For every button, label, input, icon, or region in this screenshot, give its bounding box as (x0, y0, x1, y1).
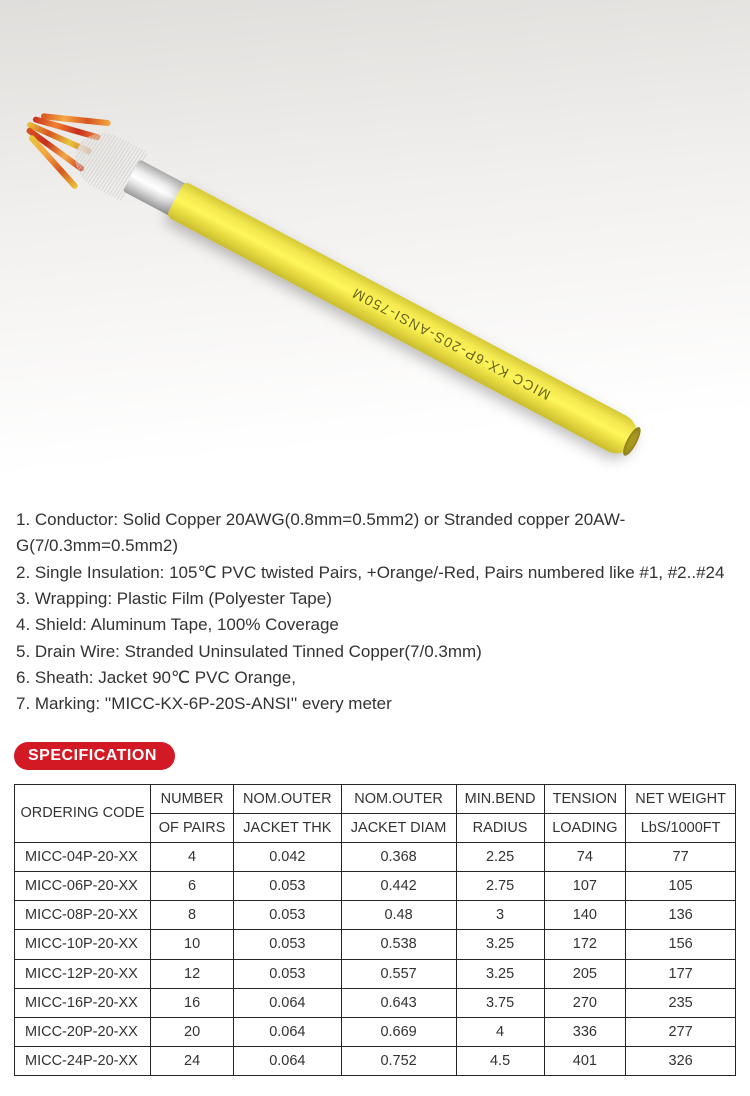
specification-table: ORDERING CODE NUMBER NOM.OUTER NOM.OUTER… (14, 784, 736, 1076)
cell-code: MICC-10P-20-XX (15, 930, 151, 959)
desc-line: 2. Single Insulation: 105℃ PVC twisted P… (16, 560, 734, 586)
desc-line: 4. Shield: Aluminum Tape, 100% Coverage (16, 612, 734, 638)
cell-thk: 0.053 (234, 901, 341, 930)
table-row: MICC-16P-20-XX160.0640.6433.75270235 (15, 988, 736, 1017)
cell-diam: 0.643 (341, 988, 456, 1017)
cell-tension: 74 (544, 843, 626, 872)
cell-bend: 3.25 (456, 959, 544, 988)
cell-thk: 0.053 (234, 930, 341, 959)
cell-diam: 0.752 (341, 1046, 456, 1075)
col-weight-bot: LbS/1000FT (626, 813, 736, 842)
cell-code: MICC-12P-20-XX (15, 959, 151, 988)
col-pairs-bot: OF PAIRS (151, 813, 234, 842)
cell-weight: 136 (626, 901, 736, 930)
col-pairs-top: NUMBER (151, 784, 234, 813)
cable-marking-text: MICC KX-6P-20S-ANSI-750M (349, 285, 553, 404)
col-bend-bot: RADIUS (456, 813, 544, 842)
cell-weight: 77 (626, 843, 736, 872)
cell-pairs: 12 (151, 959, 234, 988)
cell-thk: 0.064 (234, 1017, 341, 1046)
cable-end (620, 425, 644, 458)
cell-tension: 270 (544, 988, 626, 1017)
cell-bend: 2.75 (456, 872, 544, 901)
specification-badge: SPECIFICATION (14, 742, 175, 770)
cell-weight: 326 (626, 1046, 736, 1075)
cell-bend: 4.5 (456, 1046, 544, 1075)
cell-pairs: 4 (151, 843, 234, 872)
col-tension-bot: LOADING (544, 813, 626, 842)
cell-diam: 0.669 (341, 1017, 456, 1046)
col-weight-top: NET WEIGHT (626, 784, 736, 813)
cell-thk: 0.064 (234, 1046, 341, 1075)
pvc-sheath: MICC KX-6P-20S-ANSI-750M (166, 181, 644, 460)
cell-thk: 0.064 (234, 988, 341, 1017)
cell-pairs: 16 (151, 988, 234, 1017)
cell-pairs: 6 (151, 872, 234, 901)
cell-code: MICC-06P-20-XX (15, 872, 151, 901)
cell-code: MICC-08P-20-XX (15, 901, 151, 930)
cell-tension: 140 (544, 901, 626, 930)
table-row: MICC-04P-20-XX40.0420.3682.257477 (15, 843, 736, 872)
cell-bend: 3.75 (456, 988, 544, 1017)
desc-line: 1. Conductor: Solid Copper 20AWG(0.8mm=0… (16, 507, 734, 533)
desc-line: 5. Drain Wire: Stranded Uninsulated Tinn… (16, 639, 734, 665)
desc-line: 6. Sheath: Jacket 90℃ PVC Orange, (16, 665, 734, 691)
cell-bend: 3.25 (456, 930, 544, 959)
description-list: 1. Conductor: Solid Copper 20AWG(0.8mm=0… (0, 495, 750, 736)
table-row: MICC-24P-20-XX240.0640.7524.5401326 (15, 1046, 736, 1075)
cell-weight: 177 (626, 959, 736, 988)
col-diam-top: NOM.OUTER (341, 784, 456, 813)
desc-line: G(7/0.3mm=0.5mm2) (16, 533, 734, 559)
cell-bend: 3 (456, 901, 544, 930)
cell-pairs: 10 (151, 930, 234, 959)
cell-tension: 205 (544, 959, 626, 988)
cell-tension: 107 (544, 872, 626, 901)
cell-code: MICC-04P-20-XX (15, 843, 151, 872)
cell-weight: 235 (626, 988, 736, 1017)
product-photo: MICC KX-6P-20S-ANSI-750M (0, 0, 750, 495)
cell-thk: 0.053 (234, 872, 341, 901)
cell-code: MICC-24P-20-XX (15, 1046, 151, 1075)
cell-pairs: 24 (151, 1046, 234, 1075)
col-thk-top: NOM.OUTER (234, 784, 341, 813)
cell-tension: 172 (544, 930, 626, 959)
cell-diam: 0.538 (341, 930, 456, 959)
col-tension-top: TENSION (544, 784, 626, 813)
cell-thk: 0.053 (234, 959, 341, 988)
cell-diam: 0.442 (341, 872, 456, 901)
table-row: MICC-12P-20-XX120.0530.5573.25205177 (15, 959, 736, 988)
cell-thk: 0.042 (234, 843, 341, 872)
desc-line: 7. Marking: ''MICC-KX-6P-20S-ANSI'' ever… (16, 691, 734, 717)
cell-diam: 0.368 (341, 843, 456, 872)
table-row: MICC-20P-20-XX200.0640.6694336277 (15, 1017, 736, 1046)
col-thk-bot: JACKET THK (234, 813, 341, 842)
cell-code: MICC-20P-20-XX (15, 1017, 151, 1046)
cell-bend: 4 (456, 1017, 544, 1046)
table-row: MICC-06P-20-XX60.0530.4422.75107105 (15, 872, 736, 901)
cell-tension: 336 (544, 1017, 626, 1046)
cell-pairs: 8 (151, 901, 234, 930)
cell-diam: 0.557 (341, 959, 456, 988)
cell-pairs: 20 (151, 1017, 234, 1046)
cell-diam: 0.48 (341, 901, 456, 930)
table-header-row: ORDERING CODE NUMBER NOM.OUTER NOM.OUTER… (15, 784, 736, 813)
desc-line: 3. Wrapping: Plastic Film (Polyester Tap… (16, 586, 734, 612)
cell-weight: 105 (626, 872, 736, 901)
cell-weight: 277 (626, 1017, 736, 1046)
table-row: MICC-08P-20-XX80.0530.483140136 (15, 901, 736, 930)
cell-weight: 156 (626, 930, 736, 959)
cell-tension: 401 (544, 1046, 626, 1075)
col-bend-top: MIN.BEND (456, 784, 544, 813)
table-row: MICC-10P-20-XX100.0530.5383.25172156 (15, 930, 736, 959)
col-diam-bot: JACKET DIAM (341, 813, 456, 842)
col-ordering-code: ORDERING CODE (15, 784, 151, 842)
cell-code: MICC-16P-20-XX (15, 988, 151, 1017)
cell-bend: 2.25 (456, 843, 544, 872)
